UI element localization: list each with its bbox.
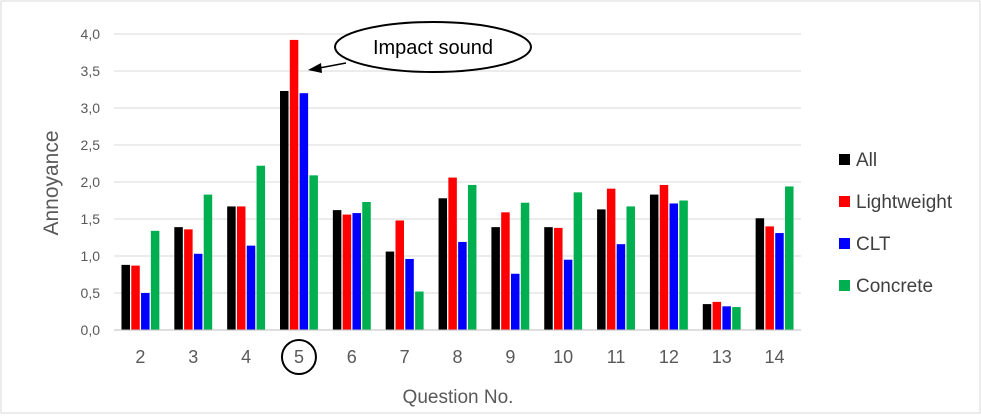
bar-concrete-14 (785, 186, 794, 330)
bar-concrete-2 (150, 230, 160, 330)
bar-clt-2 (141, 293, 150, 330)
bar-clt-7 (405, 258, 414, 330)
x-tick-label: 14 (765, 347, 785, 367)
y-tick-label: 3,0 (81, 100, 101, 116)
legend-swatch-clt (839, 238, 850, 249)
y-tick-label: 0,0 (81, 322, 101, 338)
bar-lightweight-6 (342, 214, 352, 330)
bar-clt-5 (299, 93, 309, 330)
bar-clt-8 (458, 241, 467, 330)
y-tick-label: 0,5 (81, 285, 101, 301)
bar-all-3 (174, 227, 183, 330)
bar-concrete-4 (256, 165, 266, 330)
x-tick-label: 2 (135, 347, 145, 367)
bar-concrete-11 (626, 206, 635, 330)
x-axis-ticks: 2 3 4 5 6 7 8 9 10 11 12 13 14 (135, 347, 784, 367)
x-tick-label: 6 (347, 347, 357, 367)
x-tick-label: 3 (188, 347, 198, 367)
x-tick-label: 10 (553, 347, 573, 367)
bar-concrete-13 (732, 307, 741, 330)
bar-clt-4 (246, 245, 256, 330)
bar-clt-12 (669, 203, 679, 330)
y-tick-label: 1,5 (81, 211, 101, 227)
annotation: Impact sound (308, 21, 532, 73)
legend-swatch-lightweight (839, 196, 850, 207)
x-tick-label: 9 (505, 347, 515, 367)
bar-all-10 (544, 227, 553, 330)
legend-label-lightweight: Lightweight (856, 192, 953, 213)
bar-all-6 (332, 210, 342, 330)
x-tick-label: 8 (452, 347, 462, 367)
bar-lightweight-12 (659, 184, 669, 330)
bar-concrete-8 (467, 184, 477, 330)
y-tick-label: 4,0 (81, 26, 101, 42)
bar-all-11 (597, 209, 606, 330)
legend-swatch-concrete (839, 280, 850, 291)
bar-lightweight-8 (448, 177, 457, 330)
bar-all-12 (649, 194, 659, 330)
bar-all-9 (491, 227, 500, 330)
bar-concrete-10 (573, 192, 583, 330)
x-tick-label: 7 (400, 347, 410, 367)
bar-all-8 (438, 198, 448, 330)
bar-lightweight-3 (184, 229, 193, 330)
y-tick-label: 1,0 (81, 248, 101, 264)
highlighted-category (280, 339, 317, 375)
y-axis-ticks: 0,0 0,5 1,0 1,5 2,0 2,5 3,0 3,5 4,0 (81, 26, 101, 338)
bar-lightweight-10 (554, 227, 563, 330)
bar-all-14 (755, 218, 765, 330)
bar-lightweight-7 (395, 220, 405, 330)
legend: All Lightweight CLT Concrete (839, 150, 953, 297)
bar-concrete-7 (415, 291, 424, 330)
bars (121, 39, 794, 331)
x-tick-label: 5 (294, 347, 304, 367)
bar-clt-9 (510, 273, 520, 330)
legend-label-clt: CLT (856, 234, 891, 255)
highlight-circle (280, 339, 317, 375)
y-tick-label: 3,5 (81, 63, 101, 79)
bar-concrete-9 (520, 202, 530, 330)
bar-all-4 (227, 206, 236, 330)
x-tick-label: 4 (241, 347, 251, 367)
y-axis-title: Annoyance (40, 130, 63, 235)
x-tick-label: 11 (607, 347, 626, 367)
x-tick-label: 12 (659, 347, 679, 367)
bar-concrete-5 (309, 175, 318, 330)
x-axis-title: Question No. (403, 387, 514, 408)
bar-all-7 (385, 251, 395, 330)
bar-all-13 (702, 304, 712, 330)
bar-concrete-3 (203, 194, 213, 330)
bar-clt-14 (775, 233, 784, 330)
y-tick-label: 2,0 (81, 174, 101, 190)
legend-label-concrete: Concrete (856, 276, 933, 297)
bar-lightweight-14 (765, 226, 774, 330)
legend-label-all: All (856, 150, 877, 171)
bar-lightweight-11 (606, 188, 616, 330)
y-tick-label: 2,5 (81, 137, 101, 153)
bar-all-2 (121, 264, 130, 330)
bar-clt-6 (352, 213, 361, 330)
annotation-label: Impact sound (373, 37, 493, 59)
x-tick-label: 13 (712, 347, 732, 367)
bar-lightweight-13 (712, 301, 722, 330)
bar-lightweight-9 (501, 212, 510, 330)
bar-lightweight-4 (236, 206, 246, 330)
bar-concrete-12 (679, 200, 688, 330)
bar-clt-3 (193, 253, 203, 330)
bar-lightweight-5 (289, 39, 299, 331)
bar-concrete-6 (362, 201, 371, 330)
bar-clt-11 (616, 244, 626, 330)
bar-all-5 (280, 90, 289, 330)
bar-lightweight-2 (131, 265, 140, 330)
bar-clt-10 (563, 259, 573, 330)
legend-swatch-all (839, 154, 850, 165)
bar-clt-13 (722, 306, 731, 330)
annotation-arrowhead (308, 63, 322, 73)
annotation-ellipse (334, 21, 532, 73)
